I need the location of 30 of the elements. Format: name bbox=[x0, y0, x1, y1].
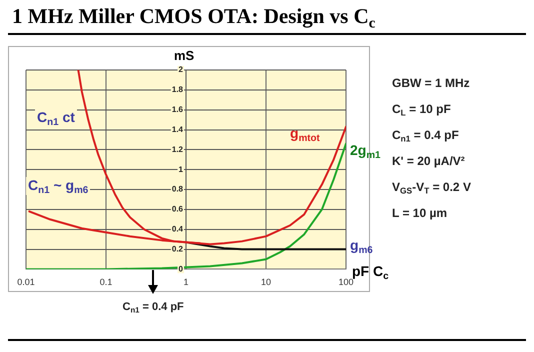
y-tick-label: 2 bbox=[178, 65, 184, 74]
y-tick-label: 0.2 bbox=[172, 244, 184, 254]
x-tick-label: 0.01 bbox=[17, 277, 35, 288]
y-tick-label: 1.4 bbox=[172, 124, 184, 134]
series-label: 2g$_{m1}$ bbox=[350, 142, 381, 162]
y-tick-label: 1.2 bbox=[172, 144, 184, 154]
text: GBW = 1 MHz bbox=[392, 76, 470, 90]
series-label: g$_{m6}$ bbox=[350, 236, 373, 256]
text: V$_{GS}$-V$_{T}$ = 0.2 V bbox=[392, 180, 471, 196]
y-tick-label: 1 bbox=[178, 164, 184, 174]
text: C$_{n1}$ = 0.4 pF bbox=[392, 128, 459, 144]
annotation: C$_{n1}$ ct bbox=[35, 108, 77, 128]
x-tick-label: 0.1 bbox=[100, 277, 112, 288]
text: L = 10 µm bbox=[392, 206, 448, 220]
x-axis-title: pF C$_{c}$ bbox=[352, 263, 389, 282]
chart-title: 1 MHz Miller CMOS OTA: Design vs C$_{c}$ bbox=[12, 4, 376, 32]
text: C$_{L}$ = 10 pF bbox=[392, 102, 451, 118]
y-tick-label: 0 bbox=[178, 264, 184, 274]
y-tick-label: 1.6 bbox=[172, 105, 184, 114]
y-tick-label: 1.8 bbox=[172, 85, 184, 94]
y-tick-label: 0.8 bbox=[172, 184, 184, 194]
x-tick-label: 100 bbox=[338, 277, 354, 288]
x-tick-label: 10 bbox=[260, 277, 272, 288]
series-label: g$_{mtot}$ bbox=[290, 125, 320, 144]
annotation: C$_{n1}$ ~ g$_{m6}$ bbox=[26, 176, 90, 196]
y-tick-label: 0.4 bbox=[172, 224, 184, 234]
text: C$_{n1}$ = 0.4 pF bbox=[122, 301, 184, 314]
y-tick-label: 0.6 bbox=[172, 204, 184, 214]
text: K' = 20 µA/V² bbox=[392, 154, 465, 168]
y-axis-title: mS bbox=[174, 48, 194, 63]
